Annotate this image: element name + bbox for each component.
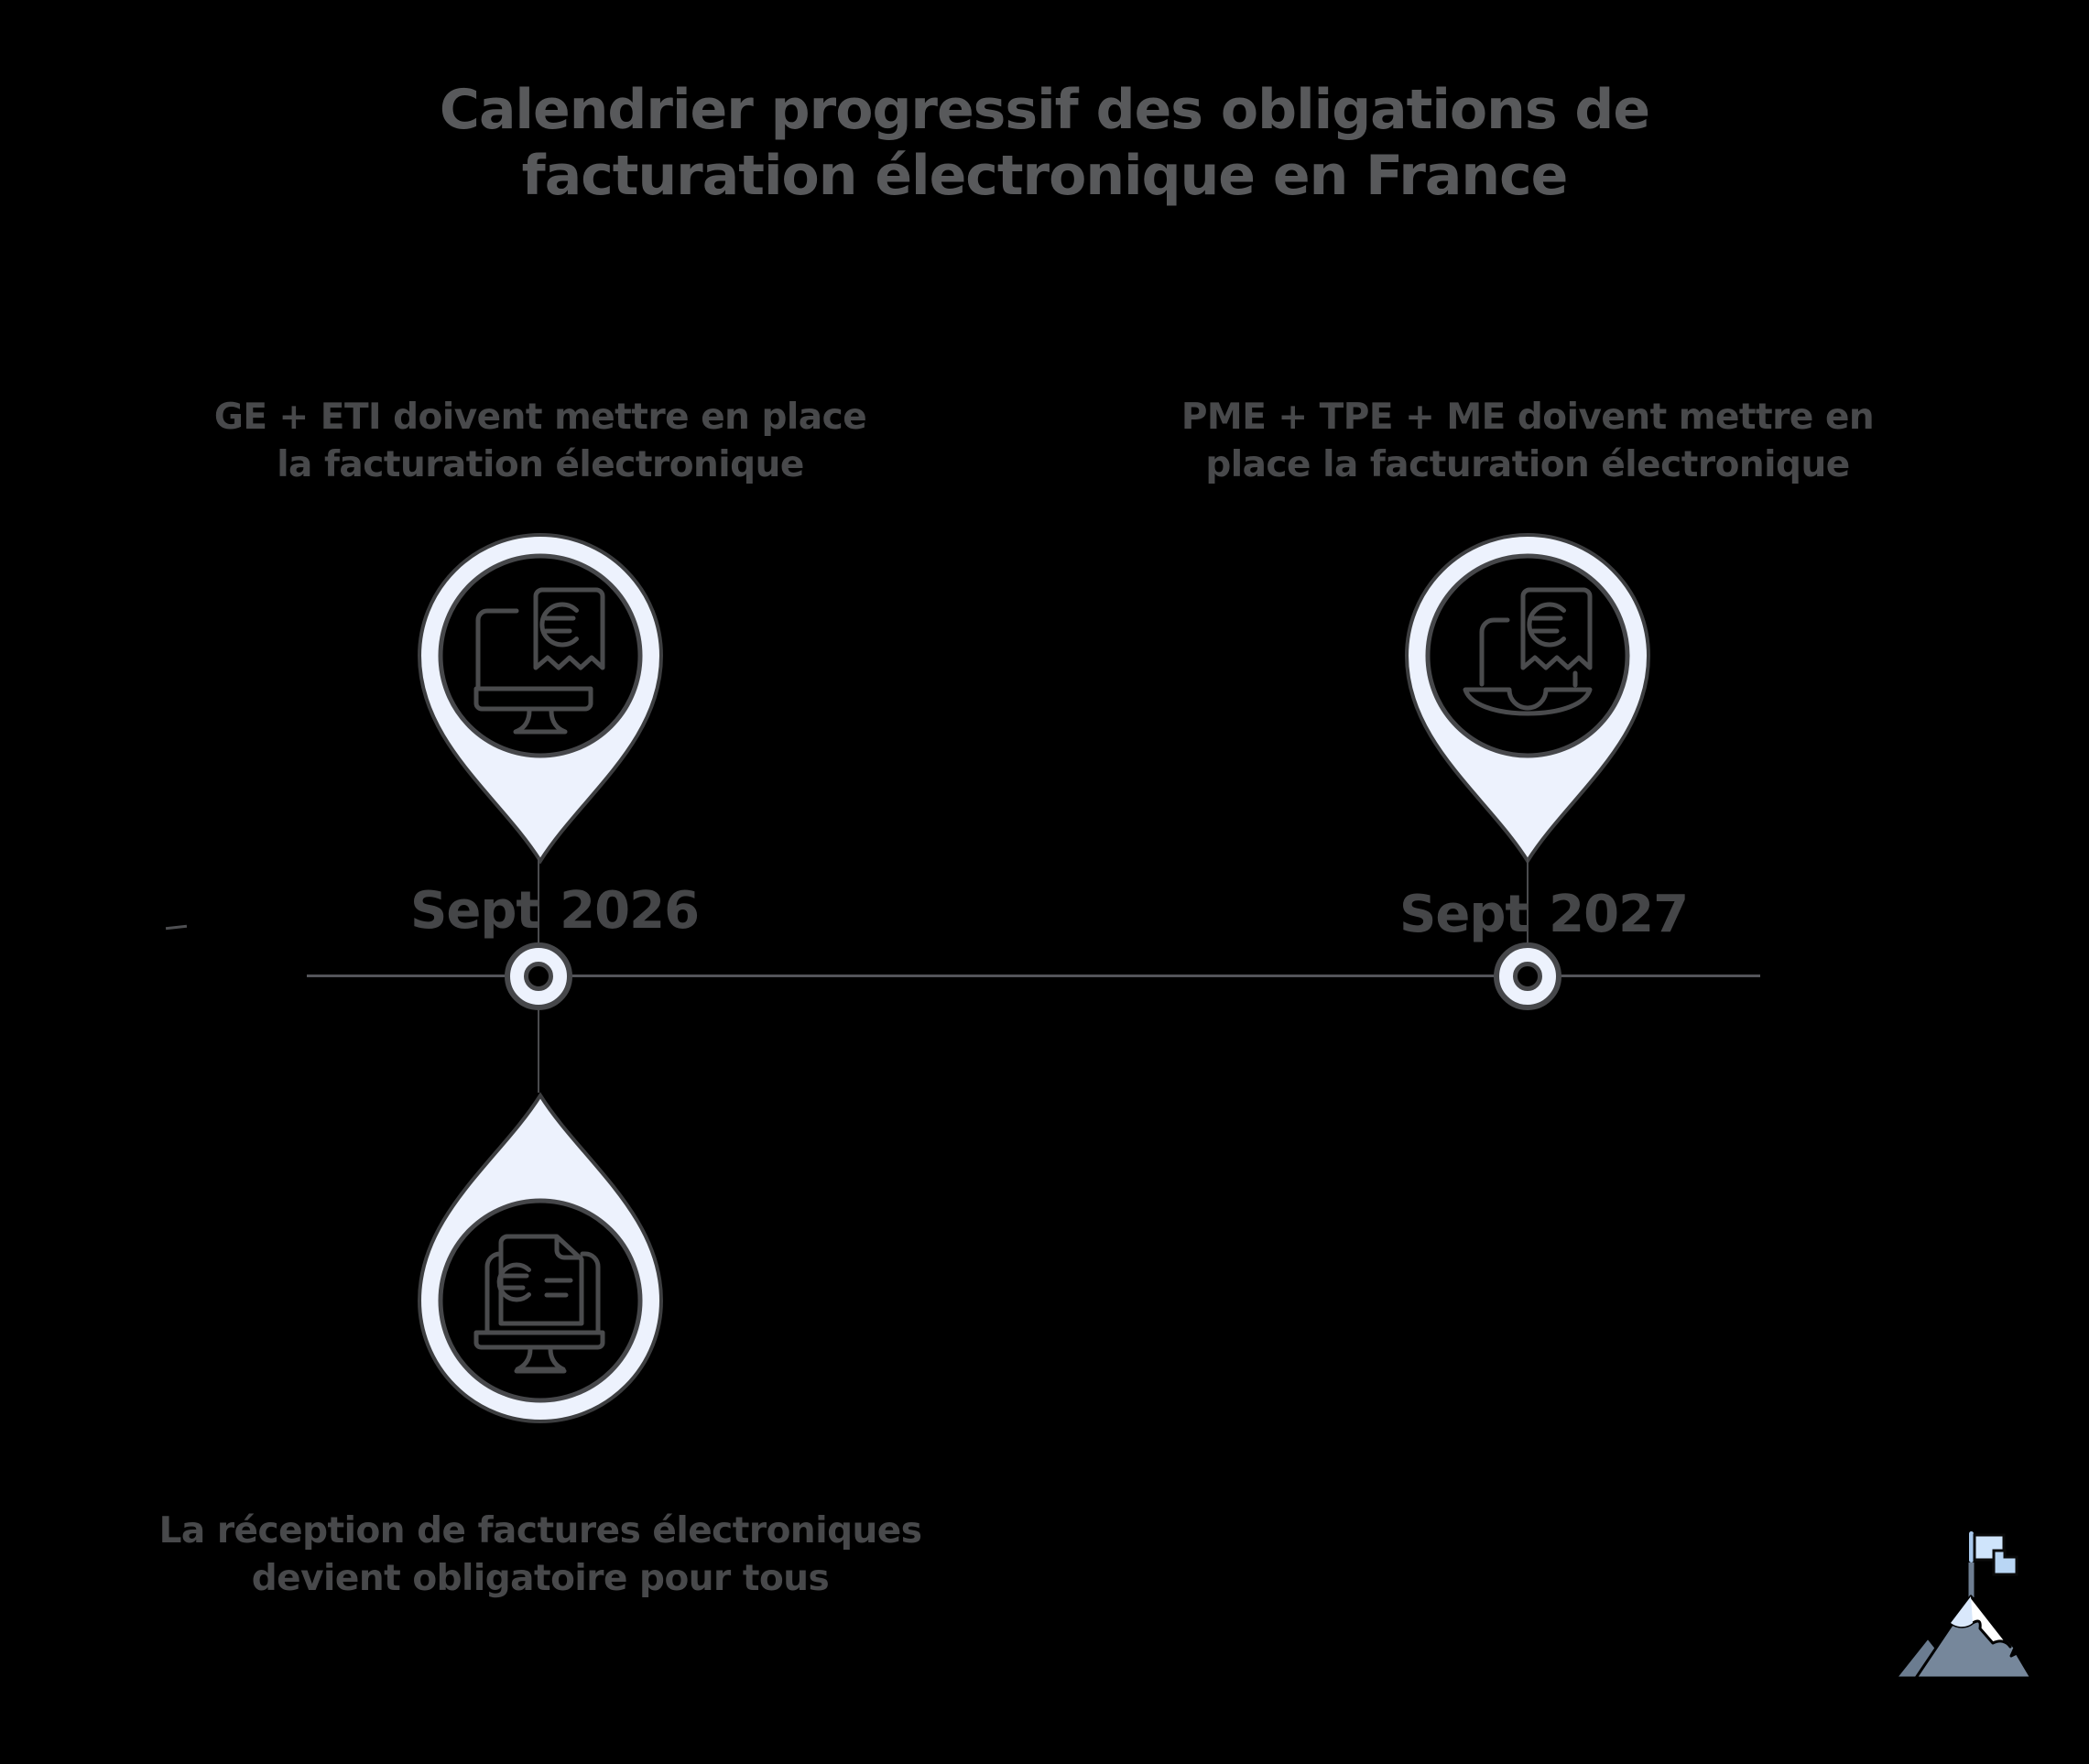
drop-pin-reception: [417, 1092, 664, 1423]
title-line-2: facturation électronique en France: [521, 144, 1569, 208]
timeline-node-hole: [524, 962, 553, 991]
map-pin-2026: [417, 533, 664, 865]
date-2027-year: 2027: [1549, 885, 1689, 944]
event-2026-description: GE + ETI doivent mettre en place la fact…: [192, 394, 888, 490]
timeline-node-2027: [1494, 942, 1561, 1010]
timeline-node-hole: [1513, 962, 1542, 991]
connector-line-reception: [538, 1008, 539, 1093]
event-reception-description: La réception de factures électroniques d…: [147, 1508, 934, 1604]
timeline-axis: [307, 975, 1760, 977]
pin-inner-circle: [438, 1198, 643, 1403]
pin-inner-circle: [438, 553, 643, 758]
event-2026-description-line-1: GE + ETI doivent mettre en place: [213, 397, 867, 438]
mountain-flag-logo: [1894, 1531, 2033, 1680]
snow-cap-shade: [1951, 1596, 1973, 1628]
title-line-1: Calendrier progressif des obligations de: [439, 78, 1650, 142]
laptop-invoice-icon: [1463, 587, 1593, 716]
map-pin-2027: [1404, 533, 1651, 865]
event-2026-description-line-2: la facturation électronique: [277, 444, 804, 486]
page-title: Calendrier progressif des obligations de…: [0, 77, 2089, 209]
flag-pole: [1968, 1531, 1975, 1597]
timeline-node-2026: [505, 942, 572, 1010]
event-2027-description: PME + TPE + ME doivent mettre en place l…: [1180, 394, 1876, 490]
date-2026-month: Sept: [410, 881, 540, 941]
date-2027-month: Sept: [1399, 885, 1529, 944]
desktop-document-icon: [473, 1234, 605, 1374]
date-2026: Sept 2026: [410, 881, 700, 941]
pin-inner-circle: [1425, 553, 1630, 758]
event-reception-description-line-2: devient obligatoire pour tous: [251, 1558, 830, 1600]
event-2027-description-line-2: place la facturation électronique: [1205, 444, 1850, 486]
flag: [1973, 1533, 2018, 1576]
mountain: [1894, 1595, 2033, 1680]
desktop-invoice-icon: [473, 587, 605, 735]
event-2027-description-line-1: PME + TPE + ME doivent mettre en: [1181, 397, 1875, 438]
date-2027: Sept 2027: [1399, 885, 1689, 944]
tick-mark: [165, 924, 188, 931]
connector-line-2026: [538, 857, 539, 944]
event-reception-description-line-1: La réception de factures électroniques: [158, 1510, 922, 1552]
date-2026-year: 2026: [560, 881, 700, 941]
connector-line-2027: [1527, 857, 1529, 944]
